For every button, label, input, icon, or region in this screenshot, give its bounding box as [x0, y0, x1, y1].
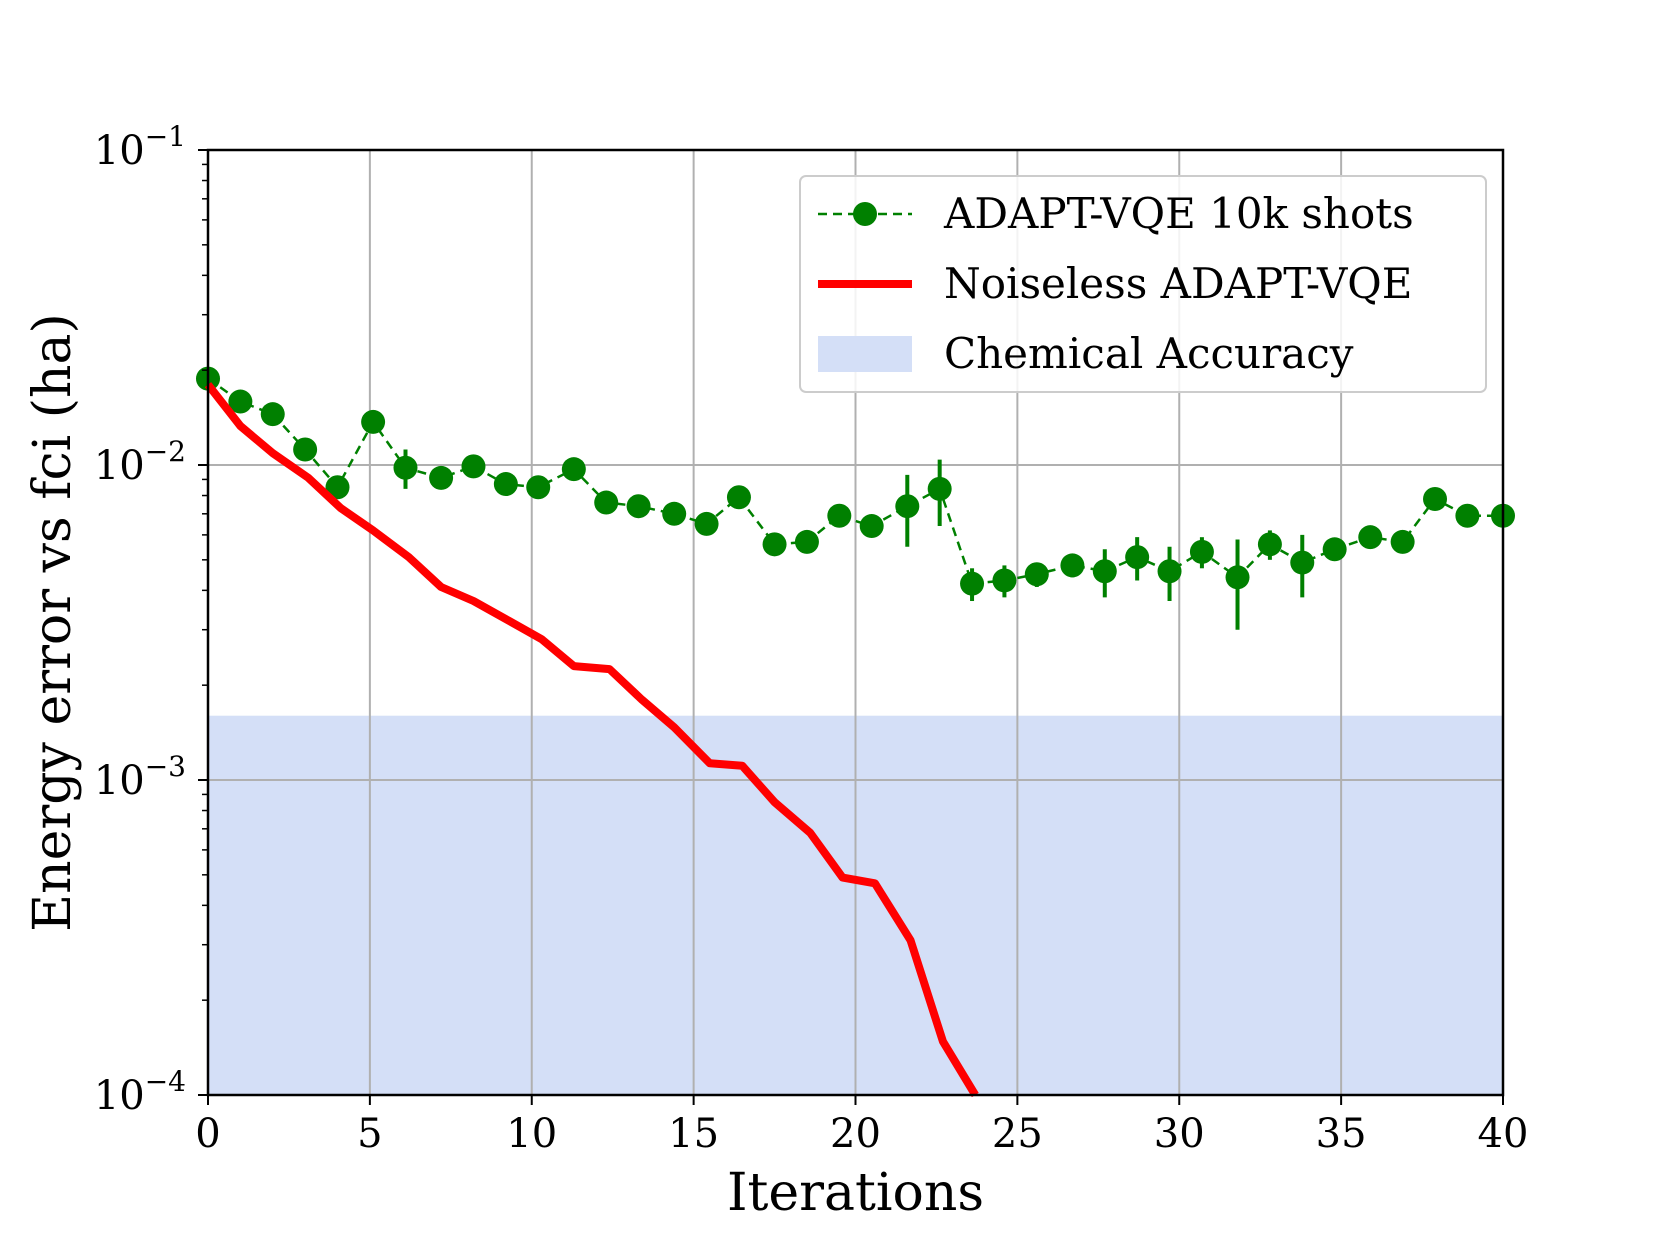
- data-point: [859, 514, 884, 539]
- x-tick-label: 5: [357, 1111, 382, 1157]
- shots-series-line: [207, 377, 1503, 586]
- data-point: [361, 409, 386, 434]
- data-point: [1423, 486, 1448, 511]
- x-tick-label: 15: [668, 1111, 719, 1157]
- data-point: [429, 465, 454, 490]
- data-point: [526, 475, 551, 500]
- x-tick-label: 0: [195, 1111, 220, 1157]
- x-tick-label: 40: [1478, 1111, 1529, 1157]
- x-tick-label: 35: [1316, 1111, 1367, 1157]
- data-point: [493, 472, 518, 497]
- x-axis-label: Iterations: [727, 1163, 984, 1223]
- y-axis-label: Energy error vs fci (ha): [23, 313, 83, 932]
- data-point: [260, 402, 285, 427]
- data-point: [726, 485, 751, 510]
- x-tick-label: 10: [506, 1111, 557, 1157]
- data-point: [1024, 562, 1049, 587]
- data-point: [293, 437, 318, 462]
- data-point: [393, 455, 418, 480]
- data-point: [461, 454, 486, 479]
- data-point: [927, 476, 952, 501]
- legend-box: [799, 175, 1487, 393]
- data-point: [1290, 550, 1315, 575]
- y-tick-label: 10−2: [94, 435, 186, 489]
- data-point: [694, 511, 719, 536]
- data-point: [1157, 559, 1182, 584]
- legend-label: ADAPT-VQE 10k shots: [943, 189, 1414, 238]
- legend-marker-band: [818, 336, 912, 372]
- legend-label: Chemical Accuracy: [944, 329, 1354, 378]
- data-point: [762, 532, 787, 557]
- data-point: [594, 490, 619, 515]
- legend-label: Noiseless ADAPT-VQE: [944, 259, 1412, 308]
- x-tick-label: 20: [830, 1111, 881, 1157]
- data-point: [1092, 559, 1117, 584]
- data-point: [992, 568, 1017, 593]
- data-point: [1455, 503, 1480, 528]
- data-point: [1060, 553, 1085, 578]
- data-point: [960, 571, 985, 596]
- y-tick-label: 10−4: [94, 1065, 186, 1119]
- data-point: [662, 501, 687, 526]
- x-tick-label: 25: [992, 1111, 1043, 1157]
- series-layer: [196, 366, 1515, 1098]
- data-point: [1189, 539, 1214, 564]
- tick-layer: 0 5 10 15 20 25 30 35 40 10−1 10−2 10−3 10−4: [94, 120, 1529, 1157]
- legend-marker-shots-dot: [853, 202, 877, 226]
- data-point: [1257, 532, 1282, 557]
- data-point: [794, 529, 819, 554]
- data-point: [1390, 529, 1415, 554]
- data-point: [1358, 525, 1383, 550]
- data-point: [561, 457, 586, 482]
- data-point: [1322, 537, 1347, 562]
- y-tick-label: 10−1: [94, 120, 186, 174]
- y-tick-label: 10−3: [94, 750, 186, 804]
- data-point: [1125, 545, 1150, 570]
- data-point: [827, 503, 852, 528]
- data-point: [895, 494, 920, 519]
- data-point: [1225, 565, 1250, 590]
- noiseless-series-line: [204, 382, 979, 1098]
- data-point: [626, 494, 651, 519]
- legend: ADAPT-VQE 10k shots Noiseless ADAPT-VQE Ch…: [799, 175, 1487, 393]
- x-tick-label: 30: [1154, 1111, 1205, 1157]
- data-point: [325, 475, 350, 500]
- data-point: [228, 389, 253, 414]
